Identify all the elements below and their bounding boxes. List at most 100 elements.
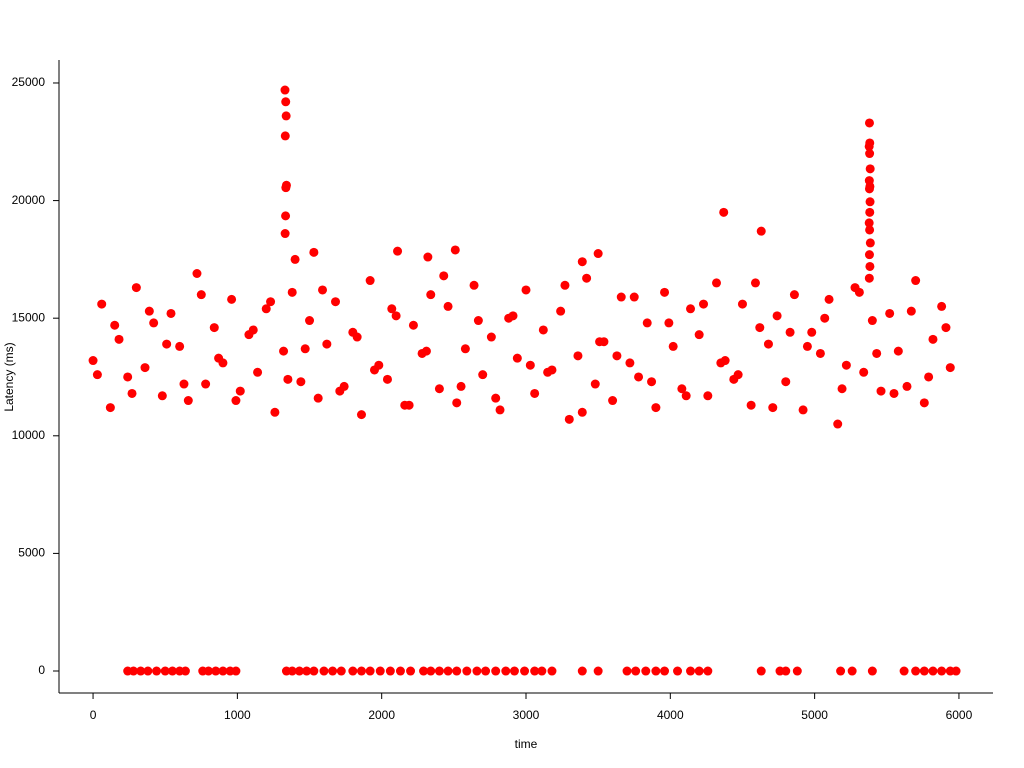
x-tick-label: 0 bbox=[90, 708, 97, 722]
point bbox=[123, 372, 133, 382]
point bbox=[833, 419, 843, 429]
point bbox=[781, 666, 791, 676]
point bbox=[537, 666, 547, 676]
y-tick-label: 20000 bbox=[12, 193, 46, 207]
point bbox=[473, 316, 483, 326]
point bbox=[144, 306, 154, 316]
point bbox=[421, 346, 431, 356]
point bbox=[231, 396, 241, 406]
point bbox=[789, 290, 799, 300]
point bbox=[577, 407, 587, 417]
point bbox=[521, 285, 531, 295]
point bbox=[781, 377, 791, 387]
point bbox=[512, 353, 522, 363]
point bbox=[149, 318, 159, 328]
point bbox=[629, 292, 639, 302]
point bbox=[865, 225, 875, 235]
point bbox=[911, 666, 921, 676]
point bbox=[792, 666, 802, 676]
point bbox=[393, 246, 403, 256]
point bbox=[651, 403, 661, 413]
point bbox=[686, 666, 696, 676]
point bbox=[209, 323, 219, 333]
point bbox=[456, 381, 466, 391]
point bbox=[937, 301, 947, 311]
point bbox=[668, 341, 678, 351]
point bbox=[756, 666, 766, 676]
point bbox=[841, 360, 851, 370]
point bbox=[899, 666, 909, 676]
point bbox=[434, 384, 444, 394]
point bbox=[88, 356, 98, 366]
point bbox=[248, 325, 258, 335]
point bbox=[352, 332, 362, 342]
point bbox=[703, 391, 713, 401]
point bbox=[864, 218, 874, 228]
point bbox=[287, 287, 297, 297]
point bbox=[750, 278, 760, 288]
point bbox=[294, 666, 304, 676]
point bbox=[309, 666, 319, 676]
point bbox=[322, 339, 332, 349]
point bbox=[300, 344, 310, 354]
x-tick-label: 3000 bbox=[513, 708, 540, 722]
point bbox=[180, 666, 190, 676]
point bbox=[802, 341, 812, 351]
point bbox=[423, 252, 433, 262]
point bbox=[919, 398, 929, 408]
point bbox=[404, 400, 414, 410]
point bbox=[486, 332, 496, 342]
point bbox=[114, 334, 124, 344]
point bbox=[867, 666, 877, 676]
point bbox=[157, 391, 167, 401]
point bbox=[673, 666, 683, 676]
x-tick-label: 1000 bbox=[224, 708, 251, 722]
point bbox=[318, 285, 328, 295]
point bbox=[270, 407, 280, 417]
point bbox=[391, 311, 401, 321]
point bbox=[737, 299, 747, 309]
point bbox=[481, 666, 491, 676]
y-axis-label: Latency (ms) bbox=[2, 342, 16, 411]
point bbox=[556, 306, 566, 316]
point bbox=[196, 290, 206, 300]
point bbox=[204, 666, 214, 676]
point bbox=[162, 339, 172, 349]
point bbox=[280, 229, 290, 239]
point bbox=[281, 111, 291, 121]
point bbox=[530, 388, 540, 398]
point bbox=[419, 666, 429, 676]
point bbox=[302, 666, 312, 676]
point bbox=[854, 287, 864, 297]
point bbox=[472, 666, 482, 676]
point bbox=[612, 351, 622, 361]
point bbox=[593, 666, 603, 676]
point bbox=[281, 211, 291, 221]
point bbox=[426, 290, 436, 300]
point bbox=[110, 320, 120, 330]
point bbox=[590, 379, 600, 389]
point bbox=[763, 339, 773, 349]
point bbox=[837, 384, 847, 394]
point bbox=[694, 666, 704, 676]
x-tick-label: 2000 bbox=[368, 708, 395, 722]
x-tick-label: 6000 bbox=[946, 708, 973, 722]
point bbox=[253, 367, 263, 377]
point bbox=[859, 367, 869, 377]
point bbox=[450, 245, 460, 255]
point bbox=[365, 276, 375, 286]
point bbox=[547, 666, 557, 676]
point bbox=[140, 363, 150, 373]
point bbox=[166, 308, 176, 318]
y-tick-label: 25000 bbox=[12, 75, 46, 89]
point bbox=[261, 304, 271, 314]
y-tick-label: 5000 bbox=[18, 546, 45, 560]
point bbox=[201, 379, 211, 389]
point bbox=[280, 131, 290, 141]
point bbox=[865, 207, 875, 217]
point bbox=[798, 405, 808, 415]
point bbox=[192, 269, 202, 279]
point bbox=[625, 358, 635, 368]
